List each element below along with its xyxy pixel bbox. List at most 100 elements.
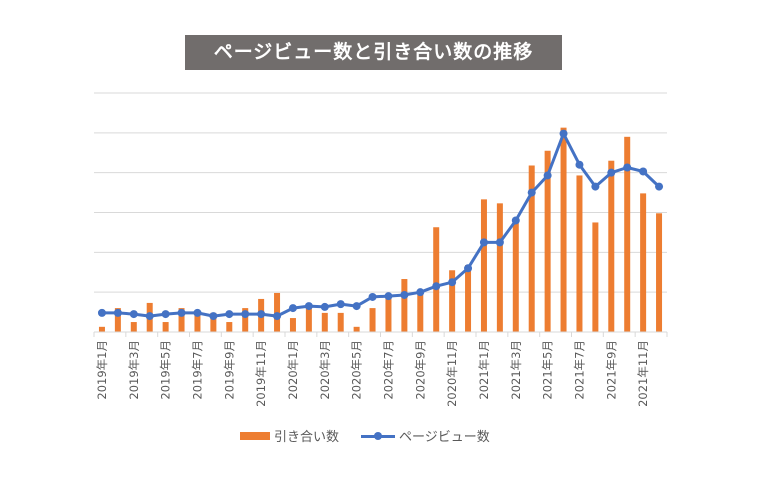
bar <box>162 322 169 332</box>
x-tick-label: 2020年3月 <box>318 340 332 400</box>
pageview-point <box>575 160 584 169</box>
x-tick-label: 2020年11月 <box>445 340 459 407</box>
x-tick-label: 2021年3月 <box>509 340 523 400</box>
bar <box>608 160 615 332</box>
pageview-point <box>384 292 393 301</box>
bar <box>130 322 137 332</box>
x-tick-label: 2021年7月 <box>572 340 586 400</box>
bar <box>480 199 487 332</box>
x-tick-label: 2021年5月 <box>541 340 555 400</box>
bar <box>656 213 663 332</box>
pageview-point <box>177 308 186 317</box>
legend-item-pageviews: ページビュー数 <box>361 426 490 445</box>
bar-series <box>98 127 663 332</box>
pageview-point <box>304 302 313 311</box>
x-tick-labels: 2019年1月 2019年3月 2019年5月 2019年7月 2019年9月 2019年… <box>95 340 650 407</box>
pageview-point <box>432 282 441 291</box>
bar <box>592 222 599 332</box>
bar <box>178 308 185 332</box>
bar <box>385 296 392 332</box>
pageview-point <box>591 182 600 191</box>
pageview-point <box>145 312 154 321</box>
pageview-point <box>320 302 329 311</box>
bar <box>401 279 408 332</box>
x-tick-label: 2019年11月 <box>254 340 268 407</box>
x-tick-label: 2019年3月 <box>127 340 141 400</box>
bar <box>242 308 249 332</box>
x-tick-label: 2020年5月 <box>350 340 364 400</box>
pageview-point <box>511 216 520 225</box>
pageview-point <box>97 308 106 317</box>
bar <box>417 290 424 332</box>
x-tick-label: 2019年1月 <box>95 340 109 400</box>
x-tick-label: 2021年11月 <box>636 340 650 407</box>
legend-item-inquiries: 引き合い数 <box>240 426 339 445</box>
bar <box>465 265 472 332</box>
bar <box>528 165 535 332</box>
pageview-point <box>416 288 425 297</box>
legend-line-swatch <box>361 431 396 441</box>
bar <box>624 136 631 332</box>
x-axis <box>93 331 668 337</box>
x-tick-label: 2020年1月 <box>286 340 300 400</box>
bar <box>433 227 440 332</box>
pageview-point <box>129 310 138 319</box>
pageview-point <box>161 310 170 319</box>
pageview-point <box>527 188 536 197</box>
bar <box>210 312 217 332</box>
x-tick-label: 2021年1月 <box>477 340 491 400</box>
bar <box>576 175 583 332</box>
pageview-point <box>336 300 345 309</box>
bar <box>512 220 519 332</box>
pageview-point <box>400 290 409 299</box>
pageview-point <box>639 167 648 176</box>
pageview-point <box>559 129 568 138</box>
pageview-line <box>102 132 661 318</box>
pageview-point <box>257 310 266 319</box>
x-tick-label: 2020年9月 <box>413 340 427 400</box>
pageview-point <box>464 264 473 273</box>
bar <box>305 306 312 332</box>
bar <box>640 193 647 332</box>
x-tick-label: 2020年7月 <box>381 340 395 400</box>
pageview-point <box>655 182 664 191</box>
bar <box>321 312 328 332</box>
gridlines <box>94 92 667 293</box>
bar <box>449 270 456 332</box>
legend: 引き合い数 ページビュー数 <box>240 426 512 445</box>
pageview-point <box>495 238 504 247</box>
pageview-point <box>352 302 361 311</box>
bar <box>289 318 296 332</box>
x-tick-label: 2021年9月 <box>604 340 618 400</box>
pageview-point <box>113 308 122 317</box>
pageview-point <box>273 312 282 321</box>
pageview-point <box>607 168 616 177</box>
legend-bar-swatch <box>240 431 270 440</box>
pageview-point <box>209 312 218 321</box>
bar <box>194 312 201 332</box>
bar <box>98 326 105 332</box>
pageview-point <box>623 163 632 172</box>
bar <box>337 312 344 332</box>
pageview-point <box>448 278 457 287</box>
line-series <box>97 129 664 321</box>
bar <box>353 326 360 332</box>
pageview-point <box>225 310 234 319</box>
bar <box>544 150 551 332</box>
bar <box>496 203 503 332</box>
pageview-point <box>288 304 297 313</box>
bar <box>114 308 121 332</box>
x-tick-label: 2019年7月 <box>190 340 204 400</box>
chart-title: ページビュー数と引き合い数の推移 <box>185 35 562 70</box>
pageview-point <box>241 310 250 319</box>
x-tick-label: 2019年9月 <box>222 340 236 400</box>
pageview-point <box>543 171 552 180</box>
bar <box>226 322 233 332</box>
x-tick-label: 2019年5月 <box>159 340 173 400</box>
pageview-point <box>479 238 488 247</box>
pageview-point <box>368 292 377 301</box>
pageview-point <box>193 308 202 317</box>
legend-label: ページビュー数 <box>399 430 490 445</box>
bar <box>369 308 376 332</box>
